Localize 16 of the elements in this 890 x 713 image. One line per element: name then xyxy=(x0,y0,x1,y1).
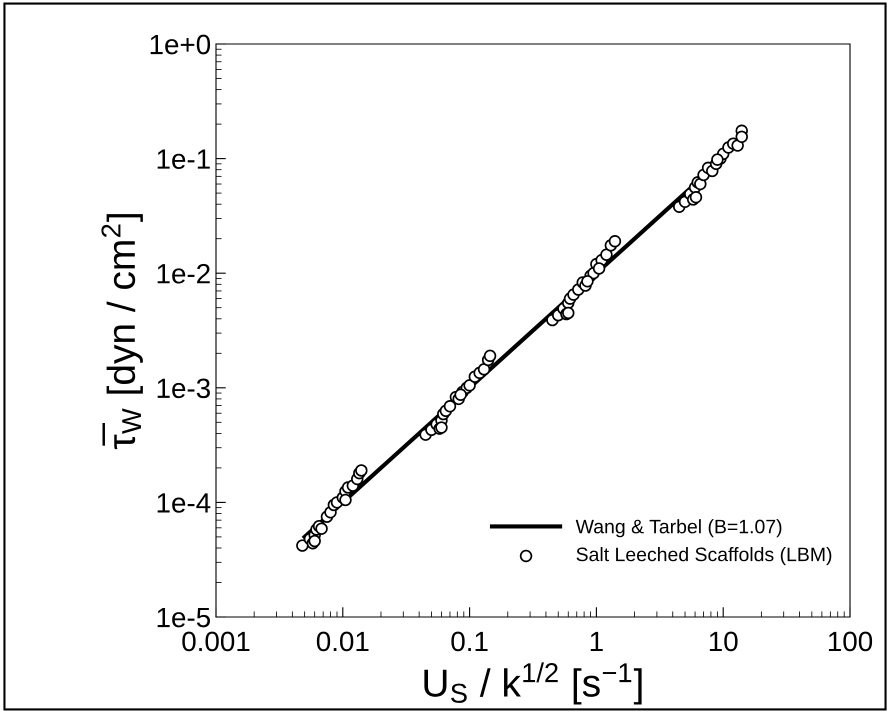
y-tick-label: 1e-3 xyxy=(158,378,210,398)
y-tick-label: 1e-2 xyxy=(158,264,210,284)
x-tick-label: 0.001 xyxy=(182,632,250,652)
legend-label: Salt Leeched Scaffolds (LBM) xyxy=(576,546,832,566)
x-tick-label: 0.01 xyxy=(316,632,368,652)
y-tick-label: 1e-4 xyxy=(158,493,210,513)
x-axis-title: U$_{S}$ / k$^{1/2}$ [s$^{−1}$] xyxy=(424,662,642,705)
x-tick-label: 1 xyxy=(590,632,603,652)
x-tick-label: 0.1 xyxy=(451,632,488,652)
x-tick-label: 10 xyxy=(710,632,738,652)
y-tick-label: 1e-1 xyxy=(158,150,210,169)
y-axis-title: τ̅$_{W}$ [dyn / cm$^{2}$] xyxy=(101,214,143,450)
legend-label: Wang & Tarbel (B=1.07) xyxy=(576,519,782,538)
y-tick-label: 1e+0 xyxy=(150,34,210,54)
x-tick-label: 100 xyxy=(828,632,872,652)
y-tick-label: 1e-5 xyxy=(158,608,210,628)
